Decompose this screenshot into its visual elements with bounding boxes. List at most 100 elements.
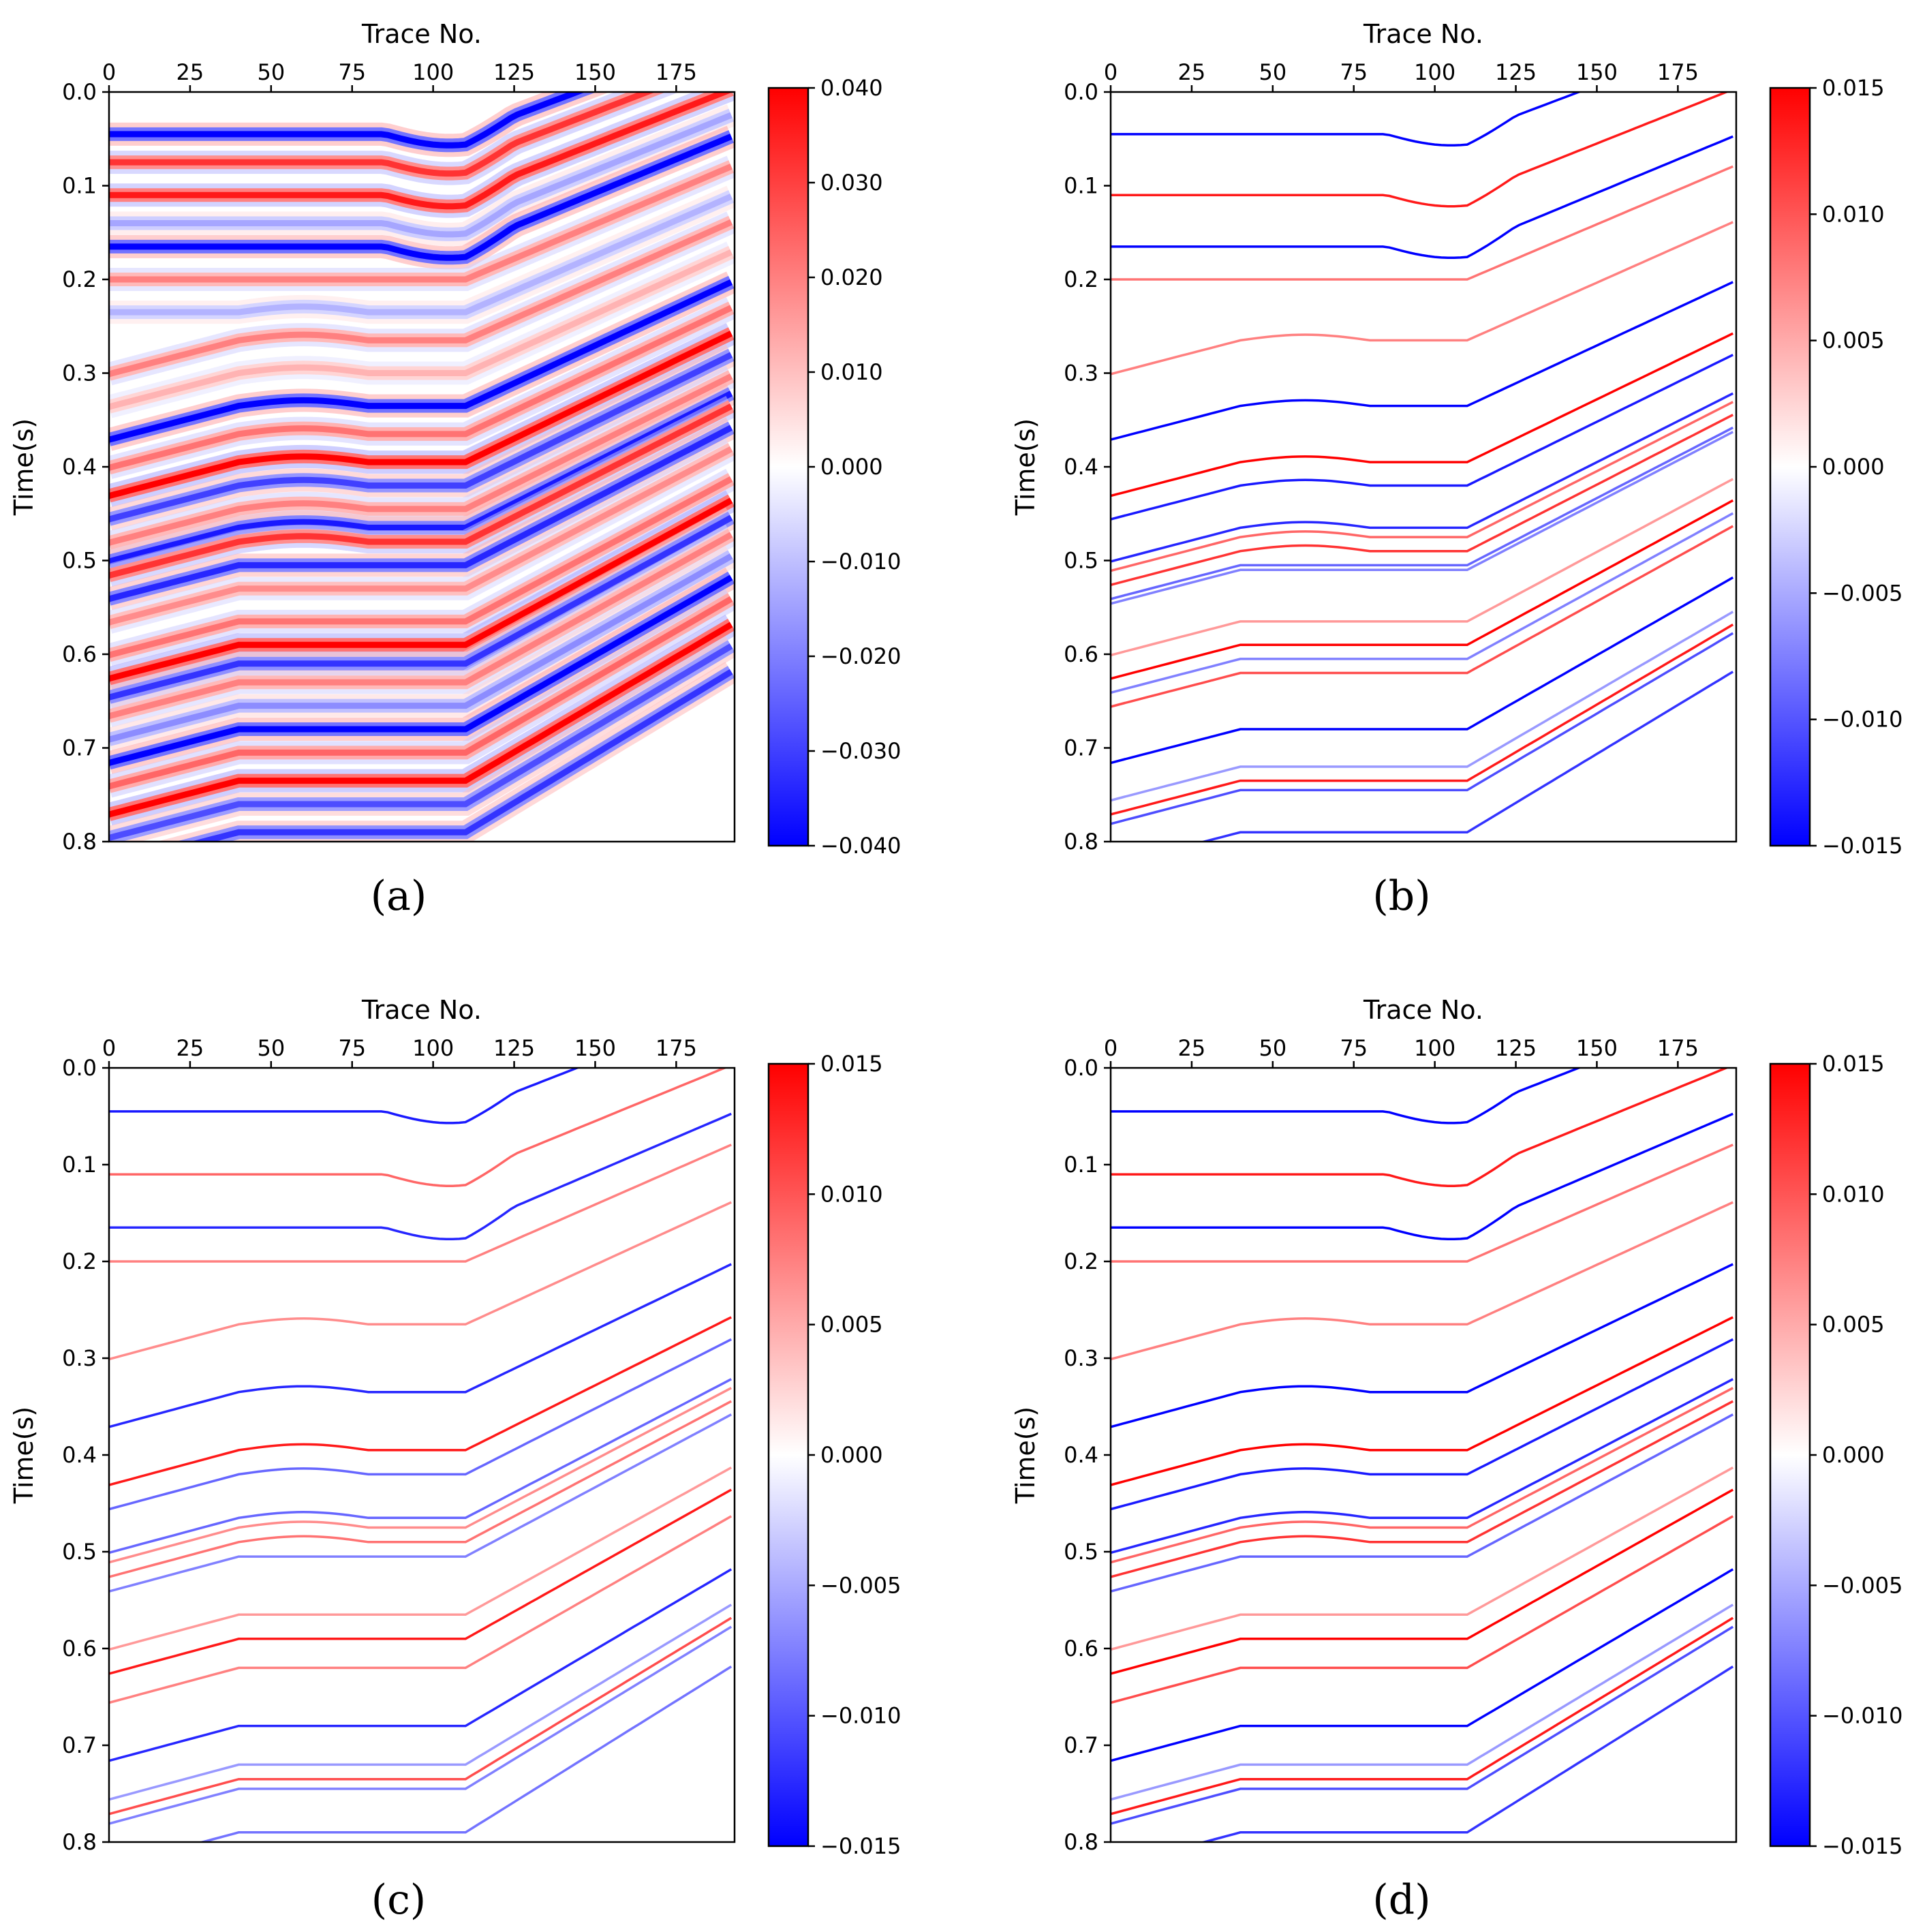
panel-d: 0 25 50 75 100 125 150 175 Trace No. 0.0 0.1 0.2 0.3… (1011, 995, 1902, 1924)
horizon-reflector (1111, 1316, 1733, 1486)
horizon-reflector (109, 331, 733, 499)
panel-c: 0 25 50 75 100 125 150 175 Trace No. 0.0 0.1 0.2 0.3… (9, 995, 901, 1924)
colorbar-tick-label: 0.010 (820, 1181, 883, 1207)
horizon-reflector (1111, 1400, 1734, 1578)
y-tick-label: 0.2 (62, 266, 97, 292)
horizon-reflector (1111, 414, 1734, 586)
horizon-reflector (109, 390, 733, 565)
x-tick-label: 75 (338, 1035, 366, 1061)
horizon-reflector (109, 1387, 733, 1564)
horizon-reflector (109, 515, 733, 701)
y-tick-label: 0.5 (62, 548, 97, 574)
horizon-reflector (109, 92, 656, 177)
x-axis-label: Trace No. (361, 995, 482, 1025)
colorbar-tick-label: 0.000 (1822, 454, 1885, 480)
x-tick-label: 150 (574, 59, 616, 85)
y-tick-label: 0.5 (1064, 548, 1098, 574)
horizon-reflector (109, 1316, 732, 1486)
panel-caption: (a) (371, 872, 427, 920)
horizon-reflector (109, 1466, 733, 1651)
seismic-image (109, 92, 735, 842)
horizon-reflector (109, 219, 733, 378)
y-tick-label: 0.1 (1064, 1152, 1098, 1178)
horizon-reflector (109, 1400, 733, 1578)
horizon-reflector (109, 249, 733, 410)
y-tick-label: 0.3 (1064, 1345, 1098, 1371)
y-tick-label: 0.6 (62, 641, 97, 667)
y-tick-label: 0.8 (62, 1829, 97, 1855)
colorbar-tick-label: 0.010 (1822, 1181, 1885, 1207)
horizon-reflector (1111, 1263, 1733, 1428)
y-tick-label: 0.6 (62, 1636, 97, 1661)
horizon-reflector (1111, 354, 1733, 521)
horizon-reflector (1111, 165, 1733, 281)
horizon-reflector (109, 403, 733, 579)
colorbar (1770, 1064, 1810, 1846)
horizon-reflector (109, 1378, 733, 1554)
horizon-reflector (109, 1338, 733, 1511)
y-tick-label: 0.6 (1064, 1636, 1098, 1661)
colorbar-tick-label: 0.040 (820, 75, 883, 101)
y-tick-label: 0.4 (62, 1442, 97, 1468)
x-tick-label: 175 (1657, 1035, 1699, 1061)
y-tick-label: 0.8 (1064, 829, 1098, 855)
horizon-reflector (1111, 401, 1734, 572)
horizon-reflector (109, 596, 733, 790)
horizon-reflector (1111, 611, 1734, 802)
panel-caption: (b) (1372, 872, 1430, 920)
horizon-reflector (1111, 1568, 1734, 1762)
horizon-reflector (1111, 478, 1734, 657)
colorbar-tick-label: −0.015 (820, 1833, 901, 1859)
colorbar-tick-label: −0.040 (820, 833, 901, 859)
colorbar-tick-label: 0.010 (1822, 201, 1885, 227)
horizon-reflector (1111, 1378, 1734, 1554)
horizon-reflector (109, 643, 733, 841)
colorbar-tick-label: 0.020 (820, 264, 883, 290)
horizon-reflector (1111, 1201, 1733, 1361)
horizon-reflector (109, 1144, 732, 1263)
horizon-reflector (1199, 671, 1734, 842)
y-tick-label: 0.7 (62, 735, 97, 761)
x-tick-label: 175 (656, 59, 697, 85)
colorbar-tick-label: −0.005 (820, 1572, 901, 1598)
y-tick-label: 0.8 (62, 829, 97, 855)
colorbar-tick-label: 0.030 (820, 170, 883, 196)
colorbar-tick-label: −0.015 (1822, 1833, 1902, 1859)
horizon-reflector (1111, 281, 1733, 441)
x-tick-label: 125 (493, 59, 535, 85)
horizon-reflector (1111, 135, 1733, 260)
horizon-reflector (109, 305, 733, 471)
horizon-reflector (1111, 1144, 1733, 1263)
colorbar-tick-label: −0.030 (820, 738, 901, 764)
colorbar-tick-label: 0.015 (820, 1051, 883, 1077)
x-tick-label: 0 (102, 1035, 116, 1061)
horizon-reflector (1111, 525, 1734, 708)
horizon-reflector (109, 164, 733, 283)
horizon-reflector (109, 1413, 733, 1593)
panel-caption: (d) (1372, 1876, 1430, 1924)
horizon-reflector (1111, 576, 1734, 765)
x-tick-label: 100 (412, 1035, 454, 1061)
x-tick-label: 175 (1657, 59, 1699, 85)
colorbar-tick-label: 0.005 (1822, 1312, 1885, 1338)
y-tick-label: 0.6 (1064, 641, 1098, 667)
y-axis-label: Time(s) (1011, 1407, 1040, 1504)
y-tick-label: 0.1 (62, 173, 97, 199)
y-tick-label: 0.7 (1064, 735, 1098, 761)
x-tick-label: 25 (1178, 1035, 1206, 1061)
colorbar-tick-label: −0.010 (1822, 1703, 1902, 1729)
y-tick-label: 0.1 (62, 1152, 97, 1178)
horizon-reflector (1111, 426, 1734, 600)
panel-b: 0 25 50 75 100 125 150 175 Trace No. 0.0 0.1 0.2 0.3… (1011, 19, 1902, 920)
horizon-reflector (1111, 623, 1734, 816)
x-tick-label: 50 (257, 1035, 285, 1061)
y-tick-label: 0.0 (1064, 1055, 1098, 1081)
y-tick-label: 0.7 (62, 1732, 97, 1758)
colorbar-tick-label: −0.010 (820, 1703, 901, 1729)
y-axis-label: Time(s) (9, 1407, 39, 1504)
y-tick-label: 0.5 (62, 1539, 97, 1565)
colorbar-tick-label: 0.010 (820, 359, 883, 385)
horizon-reflector (1111, 632, 1734, 825)
colorbar-tick-label: −0.020 (820, 643, 901, 669)
